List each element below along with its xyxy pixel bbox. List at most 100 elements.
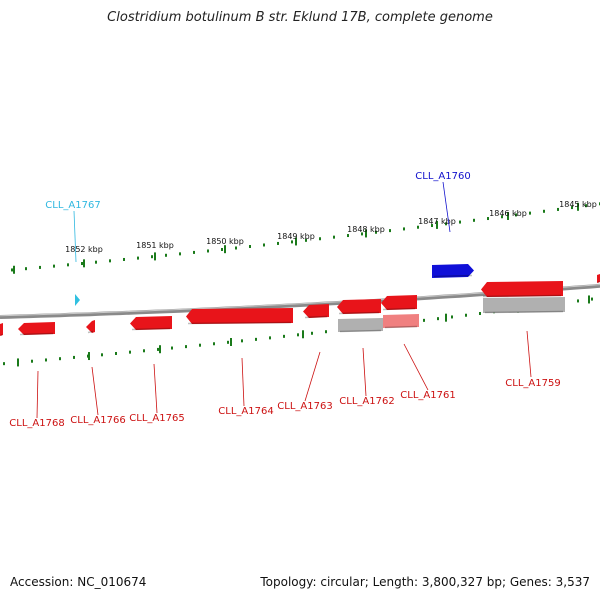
- scale-dot-inner: [283, 334, 285, 338]
- gene-label-leader: [36, 370, 39, 419]
- scale-dot-inner: [437, 317, 439, 321]
- scale-major-tick-inner: [17, 358, 19, 367]
- scale-dot-inner: [59, 357, 61, 361]
- scale-dot-outer: [249, 245, 251, 248]
- scale-dot-inner: [255, 337, 257, 341]
- scale-dot-inner: [423, 318, 425, 322]
- scale-dot-outer: [557, 207, 559, 211]
- gene-label: CLL_A1762: [339, 396, 394, 407]
- gene-edge-right: [597, 274, 600, 283]
- scale-label: 1850 kbp: [206, 237, 244, 246]
- scale-dot-outer: [95, 260, 97, 264]
- gene-cll-a1766-shade: [87, 330, 94, 334]
- gene-cll-a1760-shade: [433, 274, 473, 278]
- scale-dot-inner: [213, 342, 215, 346]
- scale-dot-outer: [375, 230, 377, 234]
- gene-cll-a1767: [75, 294, 80, 306]
- scale-dot-outer: [333, 235, 335, 239]
- gene-cll-a1761-shade: [382, 307, 416, 311]
- scale-dot-inner: [227, 340, 229, 344]
- scale-dot-outer: [515, 213, 517, 217]
- gene-label-leader: [304, 351, 321, 402]
- scale-major-tick-inner: [588, 295, 590, 304]
- gene-label-leader: [73, 210, 77, 263]
- gene-cll-a1766: [86, 320, 95, 333]
- scale-dot-inner: [269, 336, 271, 340]
- scale-major-tick-outer: [13, 265, 15, 274]
- scale-dot-inner: [3, 362, 5, 366]
- scale-dot-inner: [143, 349, 145, 353]
- gene-label-leader: [526, 330, 532, 378]
- gene-cll-a1759: [481, 281, 563, 297]
- gene-edge-right-shade: [597, 280, 600, 284]
- scale-dot-outer: [235, 246, 237, 250]
- scale-dot-outer: [403, 227, 405, 231]
- scale-major-tick-inner: [88, 352, 90, 361]
- scale-dot-outer: [109, 259, 111, 263]
- gene-label: CLL_A1763: [277, 401, 332, 412]
- scale-dot-outer: [137, 256, 139, 260]
- scale-label: 1845 kbp: [559, 200, 597, 209]
- gene-label: CLL_A1766: [70, 415, 125, 426]
- gene-label: CLL_A1759: [505, 378, 560, 389]
- scale-dot-inner: [45, 358, 47, 362]
- gene-cll-a1762: [337, 299, 381, 314]
- gene-label: CLL_A1760: [415, 171, 470, 182]
- gene-label: CLL_A1761: [400, 390, 455, 401]
- map-title: Clostridium botulinum B str. Eklund 17B,…: [107, 10, 493, 25]
- gene-label: CLL_A1764: [218, 406, 273, 417]
- gene-edge-left: [0, 323, 3, 336]
- gene-cll-a1762-secondary: [338, 318, 383, 332]
- scale-dot-inner: [297, 333, 299, 337]
- scale-major-tick-outer: [154, 252, 156, 261]
- scale-label: 1849 kbp: [277, 232, 315, 241]
- scale-dot-inner: [591, 297, 593, 301]
- scale-dot-outer: [277, 241, 279, 245]
- gene-cll-a1762-secondary-shade: [339, 329, 382, 333]
- gene-label: CLL_A1767: [45, 200, 100, 211]
- scale-dot-outer: [431, 224, 433, 228]
- gene-cll-a1761-secondary-shade: [384, 325, 418, 329]
- scale-dot-inner: [115, 351, 117, 355]
- scale-dot-outer: [571, 206, 573, 210]
- scale-dot-outer: [39, 265, 41, 269]
- scale-dot-outer: [305, 238, 307, 242]
- scale-dot-inner: [325, 330, 327, 334]
- gene-cll-a1759-secondary: [483, 297, 565, 313]
- scale-major-tick-inner: [159, 345, 161, 354]
- genome-stats-text: Topology: circular; Length: 3,800,327 bp…: [260, 575, 590, 589]
- scale-dot-inner: [171, 346, 173, 350]
- gene-cll-a1759-secondary-shade: [484, 310, 564, 314]
- scale-major-tick-outer: [436, 220, 438, 229]
- gene-cll-a1762-shade: [338, 311, 380, 315]
- scale-dot-inner: [101, 353, 103, 357]
- scale-dot-outer: [11, 268, 13, 272]
- scale-dot-inner: [129, 350, 131, 354]
- gene-edge-left-shade: [0, 333, 3, 337]
- gene-label-leader: [403, 343, 429, 391]
- gene-cll-a1765-shade: [131, 327, 171, 331]
- scale-dot-outer: [193, 250, 195, 254]
- scale-dot-outer: [67, 263, 69, 267]
- gene-label-leader: [241, 357, 245, 407]
- scale-major-tick-outer: [507, 211, 509, 220]
- scale-dot-outer: [487, 217, 489, 221]
- scale-label: 1852 kbp: [65, 245, 103, 254]
- scale-label: 1848 kbp: [347, 225, 385, 234]
- gene-cll-a1763: [303, 304, 329, 318]
- scale-dot-inner: [185, 345, 187, 349]
- scale-major-tick-outer: [577, 202, 579, 211]
- scale-dot-inner: [157, 347, 159, 351]
- scale-label: 1847 kbp: [418, 217, 456, 226]
- gene-cll-a1764-shade: [187, 321, 292, 325]
- scale-label: 1846 kbp: [489, 209, 527, 218]
- scale-major-tick-inner: [445, 313, 447, 322]
- scale-dot-inner: [465, 313, 467, 317]
- scale-dot-outer: [473, 218, 475, 222]
- scale-dot-outer: [319, 237, 321, 241]
- scale-dot-outer: [543, 209, 545, 213]
- gene-cll-a1761-secondary: [383, 314, 419, 328]
- scale-dot-outer: [445, 222, 447, 226]
- gene-label: CLL_A1765: [129, 413, 184, 424]
